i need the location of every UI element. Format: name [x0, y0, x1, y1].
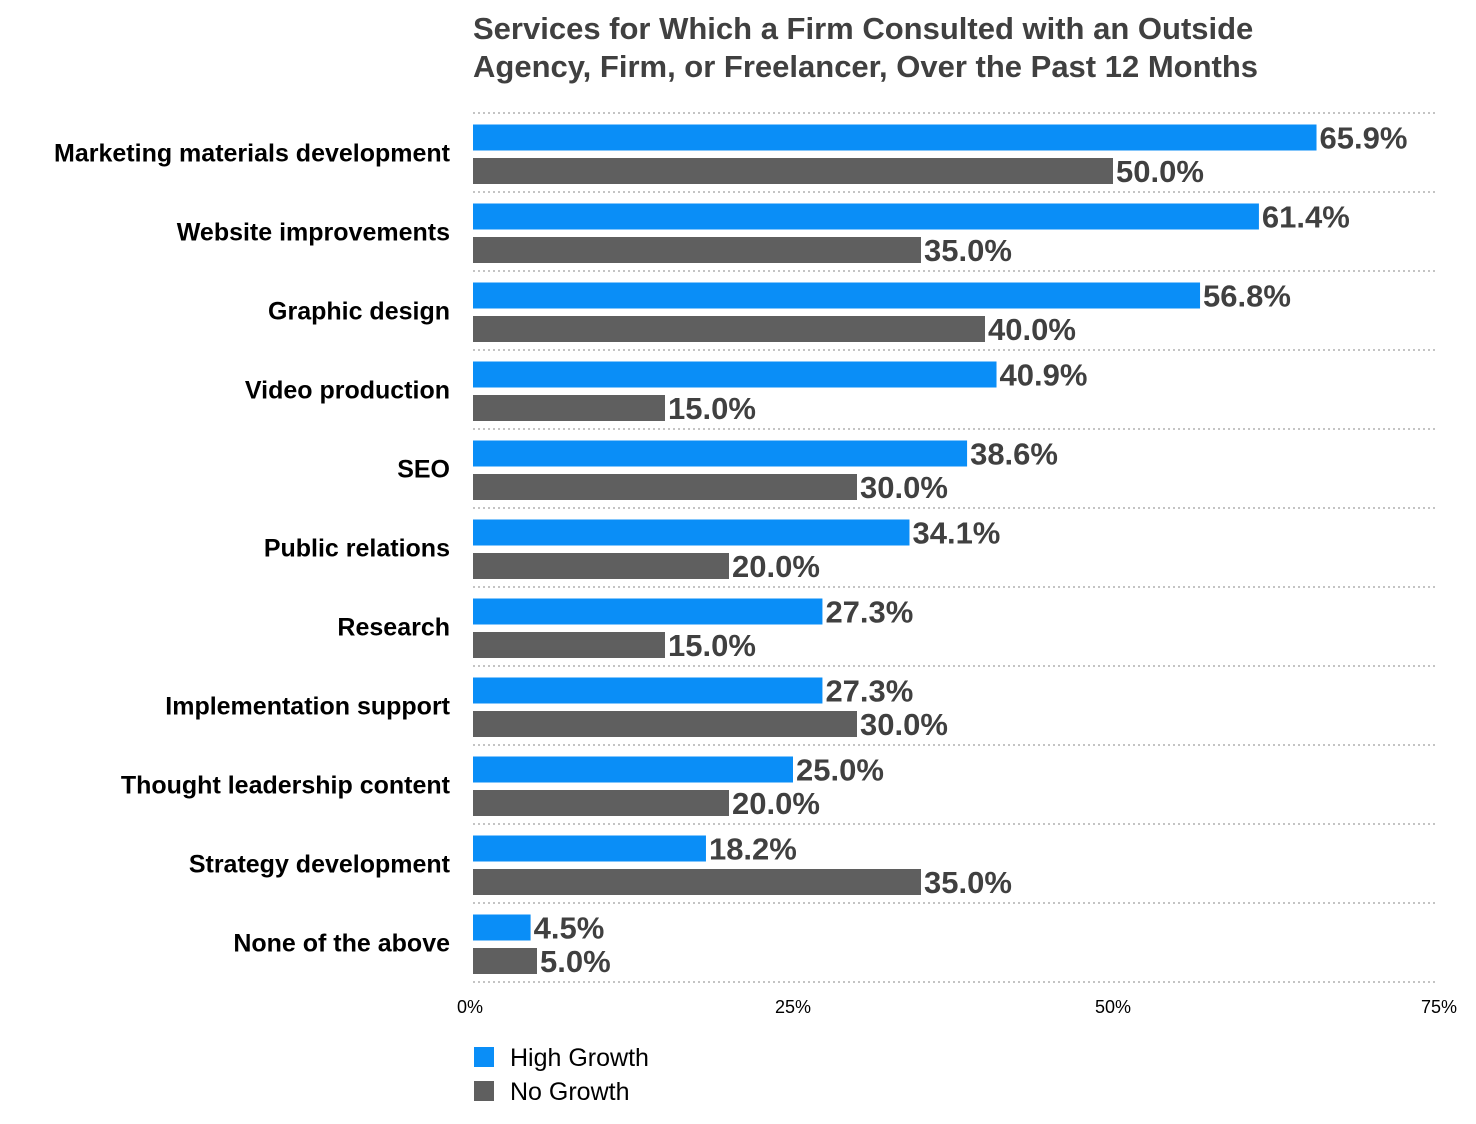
value-label-no-growth-thought-leadership-content: 20.0%	[732, 786, 820, 821]
bar-high-growth-strategy-development	[473, 835, 706, 862]
bar-high-growth-implementation-support	[473, 677, 823, 704]
chart-title-line-1: Services for Which a Firm Consulted with…	[473, 11, 1253, 46]
chart-title: Services for Which a Firm Consulted with…	[473, 11, 1258, 84]
value-labels: 65.9% 50.0% 61.4% 35.0% 56.8% 40.0% 40.9% 15.0%…	[534, 121, 1408, 980]
category-label-seo: SEO	[397, 456, 450, 484]
category-label-website-improvements: Website improvements	[177, 219, 450, 247]
bar-high-growth-public-relations	[473, 519, 910, 546]
category-label-implementation-support: Implementation support	[165, 693, 450, 721]
x-axis-tick-labels: 0% 25% 50% 75%	[457, 997, 1457, 1017]
value-label-no-growth-marketing-materials-development: 50.0%	[1116, 154, 1204, 189]
bar-no-growth-seo	[473, 474, 857, 500]
bar-high-growth-video-production	[473, 361, 997, 388]
bar-high-growth-seo	[473, 440, 968, 467]
category-labels: Marketing materials development Website i…	[54, 140, 451, 958]
value-label-no-growth-none-of-the-above: 5.0%	[540, 944, 611, 979]
category-label-graphic-design: Graphic design	[268, 298, 450, 326]
value-label-high-growth-seo: 38.6%	[970, 437, 1058, 472]
category-label-public-relations: Public relations	[264, 535, 450, 563]
legend-label-no-growth: No Growth	[510, 1078, 629, 1106]
value-label-no-growth-video-production: 15.0%	[668, 391, 756, 426]
value-label-high-growth-none-of-the-above: 4.5%	[534, 911, 605, 946]
bar-high-growth-marketing-materials-development	[473, 124, 1317, 151]
value-label-high-growth-strategy-development: 18.2%	[709, 832, 797, 867]
value-label-no-growth-strategy-development: 35.0%	[924, 865, 1012, 900]
value-label-no-growth-graphic-design: 40.0%	[988, 312, 1076, 347]
chart-title-line-2: Agency, Firm, or Freelancer, Over the Pa…	[473, 49, 1258, 84]
x-tick-label-0: 0%	[457, 997, 483, 1017]
value-label-high-growth-marketing-materials-development: 65.9%	[1320, 121, 1408, 156]
bar-high-growth-none-of-the-above	[473, 914, 531, 941]
value-label-no-growth-website-improvements: 35.0%	[924, 233, 1012, 268]
value-label-high-growth-website-improvements: 61.4%	[1262, 200, 1350, 235]
x-tick-label-25: 25%	[775, 997, 811, 1017]
category-label-marketing-materials-development: Marketing materials development	[54, 140, 451, 168]
bar-no-growth-marketing-materials-development	[473, 158, 1113, 184]
category-label-research: Research	[337, 614, 450, 642]
bar-high-growth-research	[473, 598, 823, 625]
legend-swatch-no-growth	[474, 1081, 494, 1101]
category-label-thought-leadership-content: Thought leadership content	[121, 772, 451, 800]
value-label-high-growth-video-production: 40.9%	[1000, 358, 1088, 393]
x-tick-label-75: 75%	[1421, 997, 1457, 1017]
value-label-high-growth-thought-leadership-content: 25.0%	[796, 753, 884, 788]
bar-high-growth-website-improvements	[473, 203, 1259, 230]
legend-label-high-growth: High Growth	[510, 1044, 649, 1072]
value-label-high-growth-graphic-design: 56.8%	[1203, 279, 1291, 314]
bar-no-growth-video-production	[473, 395, 665, 421]
category-label-strategy-development: Strategy development	[189, 851, 451, 879]
category-separators	[473, 112, 1436, 983]
value-label-no-growth-research: 15.0%	[668, 628, 756, 663]
bar-no-growth-research	[473, 632, 665, 658]
value-label-no-growth-implementation-support: 30.0%	[860, 707, 948, 742]
value-label-high-growth-public-relations: 34.1%	[912, 516, 1000, 551]
value-label-no-growth-public-relations: 20.0%	[732, 549, 820, 584]
bar-no-growth-none-of-the-above	[473, 948, 537, 974]
legend: High Growth No Growth	[474, 1044, 649, 1106]
bar-high-growth-graphic-design	[473, 282, 1201, 309]
bar-no-growth-public-relations	[473, 553, 729, 579]
bar-no-growth-thought-leadership-content	[473, 790, 729, 816]
bar-no-growth-graphic-design	[473, 316, 985, 342]
bar-no-growth-implementation-support	[473, 711, 857, 737]
bar-high-growth-thought-leadership-content	[473, 756, 793, 783]
bar-no-growth-website-improvements	[473, 237, 921, 263]
category-label-video-production: Video production	[245, 377, 450, 405]
bar-no-growth-strategy-development	[473, 869, 921, 895]
value-label-high-growth-implementation-support: 27.3%	[825, 674, 913, 709]
value-label-no-growth-seo: 30.0%	[860, 470, 948, 505]
bars	[473, 124, 1317, 974]
value-label-high-growth-research: 27.3%	[825, 595, 913, 630]
category-label-none-of-the-above: None of the above	[233, 930, 450, 958]
legend-swatch-high-growth	[474, 1047, 494, 1067]
x-tick-label-50: 50%	[1095, 997, 1131, 1017]
